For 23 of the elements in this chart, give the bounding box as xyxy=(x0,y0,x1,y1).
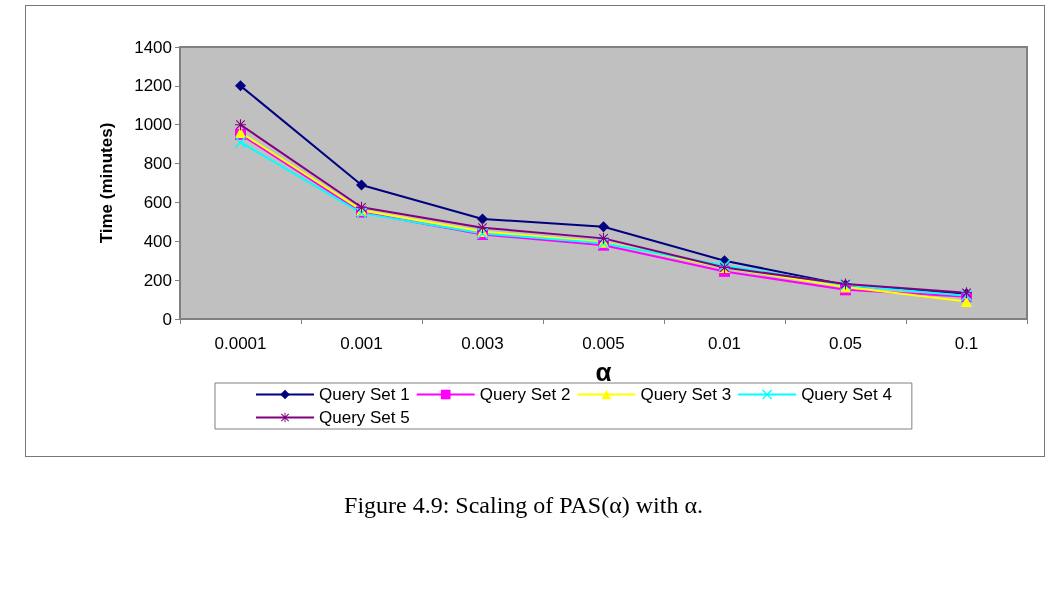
y-tick-label: 1200 xyxy=(134,76,172,96)
legend-label: Query Set 1 xyxy=(319,385,410,404)
y-tick-label: 1400 xyxy=(134,37,172,57)
x-tick-label: 0.001 xyxy=(340,334,383,353)
x-tick-label: 0.05 xyxy=(828,334,863,353)
x-tick-label: 0.005 xyxy=(582,334,625,353)
x-tick-label: 0.0001 xyxy=(214,334,267,353)
x-tick-label: 0.1 xyxy=(954,334,979,353)
legend-label: Query Set 3 xyxy=(640,385,732,404)
y-tick-label: 400 xyxy=(143,231,172,251)
x-tick-label: 0.01 xyxy=(707,334,742,353)
y-tick-label: 200 xyxy=(143,270,172,290)
y-axis-title: Time (minutes) xyxy=(97,122,116,244)
legend-label: Query Set 5 xyxy=(319,408,410,427)
y-tick-label: 0 xyxy=(162,309,172,329)
x-axis-title: α xyxy=(595,357,612,387)
y-tick-label: 600 xyxy=(143,192,172,212)
caption: Figure 4.9: Scaling of PAS(α) with α. xyxy=(343,492,704,519)
x-tick-label: 0.003 xyxy=(461,334,504,353)
legend-label: Query Set 4 xyxy=(801,385,892,404)
y-tick-label: 800 xyxy=(143,154,172,174)
y-tick-label: 1000 xyxy=(134,115,172,135)
legend-label: Query Set 2 xyxy=(479,385,571,404)
